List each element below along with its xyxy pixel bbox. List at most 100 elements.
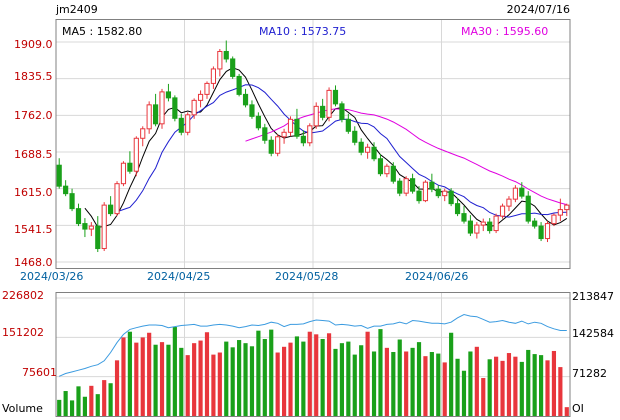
volume-bar <box>564 407 569 416</box>
candle-up <box>197 93 204 101</box>
volume-bar <box>532 354 537 416</box>
candle-down <box>416 190 422 202</box>
oi-axis-title: OI <box>572 402 584 415</box>
candle-down <box>75 208 82 225</box>
candle-down <box>390 165 396 182</box>
date-tick-label: 2024/06/26 <box>405 270 469 283</box>
volume-bar <box>359 345 364 416</box>
volume-bar <box>204 332 210 416</box>
candle-down <box>82 223 88 230</box>
candle-up <box>442 190 448 197</box>
price-tick-label: 1909.0 <box>14 38 53 51</box>
candle-up <box>307 125 313 144</box>
oi-tick-label: 142584 <box>572 327 614 340</box>
price-tick-label: 1615.0 <box>14 186 53 199</box>
volume-bar <box>159 342 165 416</box>
candle-up <box>564 204 570 211</box>
candle-down <box>409 178 416 192</box>
volume-bar <box>314 334 319 416</box>
volume-bar <box>416 342 422 416</box>
volume-bar <box>410 347 415 416</box>
volume-bar <box>474 346 479 416</box>
candle-up <box>120 162 127 185</box>
volume-bar <box>179 347 184 416</box>
candle-down <box>397 180 403 194</box>
volume-bar <box>185 355 190 416</box>
candle-up <box>88 225 94 230</box>
candle-up <box>551 214 557 225</box>
candle-down <box>242 93 249 106</box>
volume-bar <box>513 356 518 416</box>
candle-up <box>474 224 480 234</box>
candle-up <box>191 99 197 116</box>
candle-down <box>454 203 461 215</box>
volume-bar <box>545 360 550 416</box>
volume-bar <box>371 351 377 416</box>
candle-up <box>384 165 390 175</box>
volume-bar <box>211 354 216 416</box>
volume-bar <box>262 338 267 416</box>
candle-down <box>152 104 159 125</box>
volume-bar <box>140 337 145 416</box>
candle-down <box>429 181 435 190</box>
candle-up <box>422 181 429 202</box>
candle-down <box>255 115 261 129</box>
volume-bar <box>429 352 434 416</box>
candle-down <box>69 193 75 210</box>
candle-down <box>294 118 300 137</box>
candle-up <box>512 187 518 200</box>
volume-axis-title: Volume <box>2 402 43 415</box>
volume-bar <box>95 394 100 416</box>
volume-bar <box>63 391 68 416</box>
date-tick-label: 2024/03/26 <box>20 270 84 283</box>
candle-down <box>249 104 255 117</box>
volume-bar <box>269 329 274 416</box>
candle-up <box>159 91 165 125</box>
volume-bar <box>82 396 88 416</box>
candle-down <box>461 213 467 222</box>
volume-bar <box>294 336 300 416</box>
candle-down <box>538 225 544 240</box>
volume-bar <box>275 352 280 416</box>
candle-up <box>210 68 217 84</box>
price-grid <box>56 20 570 416</box>
candle-down <box>377 158 384 175</box>
price-tick-label: 1688.5 <box>14 148 53 161</box>
ma10-legend: MA10 : 1573.75 <box>259 25 347 38</box>
volume-bar <box>481 378 486 416</box>
candle-down <box>127 162 133 172</box>
candle-up <box>140 128 146 139</box>
volume-bar <box>153 344 158 416</box>
volume-bar <box>69 400 75 416</box>
volume-bar <box>538 355 544 416</box>
price-tick-label: 1762.0 <box>14 109 53 122</box>
candle-down <box>300 135 306 144</box>
candle-down <box>467 220 474 234</box>
candle-down <box>371 146 377 160</box>
candle-down <box>165 91 172 99</box>
volume-bar <box>102 380 107 416</box>
volume-bar <box>526 349 531 416</box>
candle-down <box>63 185 69 195</box>
candle-up <box>114 183 120 215</box>
candle-down <box>532 220 538 227</box>
volume-bar <box>172 327 177 416</box>
oi-line <box>58 313 567 377</box>
volume-bar <box>384 347 389 416</box>
candle-up <box>313 105 319 127</box>
volume-bar <box>301 341 306 416</box>
volume-bar <box>237 340 242 416</box>
candle-down <box>339 103 345 120</box>
date-tick-label: 2024/05/28 <box>275 270 339 283</box>
ma5-line <box>84 67 568 228</box>
candle-down <box>108 204 114 215</box>
volume-bar <box>326 333 332 416</box>
volume-panel-frame <box>55 292 571 417</box>
volume-bar <box>166 344 171 416</box>
candle-down <box>56 164 62 187</box>
volume-bar <box>256 330 261 416</box>
volume-tick-label: 75601 <box>22 366 57 379</box>
candle-down <box>358 141 364 153</box>
volume-bar <box>288 342 293 416</box>
